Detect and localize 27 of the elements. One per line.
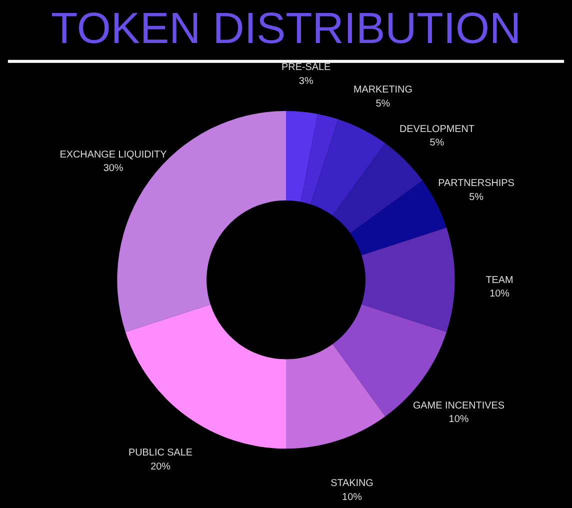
data-label: 10%	[448, 414, 469, 426]
data-label: 5%	[376, 98, 390, 110]
donut-slice	[125, 304, 286, 449]
donut-slice	[286, 111, 318, 202]
slice-label: MARKETING	[353, 84, 412, 96]
slice-label: TEAM	[486, 274, 514, 286]
slice-label: STAKING	[330, 478, 374, 489]
data-label: 5%	[430, 138, 444, 149]
slice-label: PARTNERSHIPS	[438, 178, 515, 189]
slice-label: EXCHANGE LIQUIDITY	[60, 149, 168, 160]
donut-slice	[332, 304, 447, 416]
data-label: 10%	[490, 288, 510, 300]
data-label: 10%	[342, 492, 362, 503]
donut-slice	[300, 114, 338, 204]
slice-label: DEVELOPMENT	[399, 124, 474, 135]
data-label: 30%	[103, 163, 124, 174]
data-label: 20%	[150, 461, 171, 472]
data-label: 5%	[469, 192, 484, 203]
data-label: 3%	[298, 76, 314, 88]
donut-slice	[310, 119, 386, 216]
donut-slice	[286, 344, 386, 449]
slice-label: PRE-SALE	[282, 62, 332, 74]
chart-title: TOKEN DISTRIBUTION	[50, 4, 522, 53]
slice-label: GAME INCENTIVES	[412, 400, 505, 412]
slice-label: PUBLIC SALE	[128, 448, 193, 459]
donut-slice	[332, 143, 423, 234]
donut-slice	[362, 228, 454, 332]
